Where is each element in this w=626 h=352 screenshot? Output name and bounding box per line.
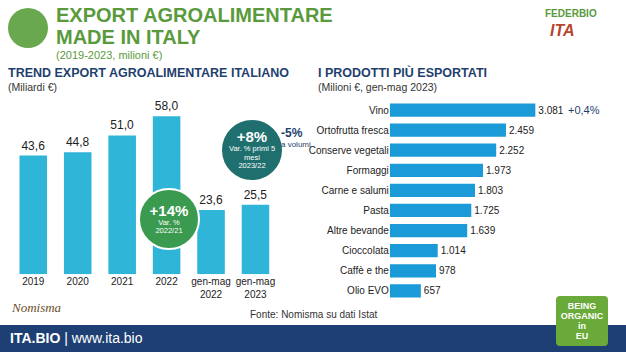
- svg-text:3.081: 3.081: [538, 105, 563, 116]
- svg-text:Pasta: Pasta: [363, 205, 389, 216]
- svg-text:2.252: 2.252: [499, 145, 524, 156]
- svg-text:23,6: 23,6: [199, 193, 223, 207]
- svg-text:Vino: Vino: [369, 105, 389, 116]
- svg-text:2021: 2021: [111, 276, 134, 287]
- html-text:in: in: [578, 321, 586, 331]
- svg-text:gen-mag2022: gen-mag2022: [191, 276, 230, 300]
- html-text:Fonte: Nomisma su dati Istat: Fonte: Nomisma su dati Istat: [250, 309, 378, 320]
- svg-text:+0,4%: +0,4%: [568, 104, 600, 116]
- html-text:2023/22: 2023/22: [238, 161, 266, 171]
- html-text:2022/21: 2022/21: [155, 226, 183, 235]
- html-text:MADE IN ITALY: MADE IN ITALY: [56, 26, 201, 48]
- svg-text:1.639: 1.639: [470, 225, 495, 236]
- svg-text:978: 978: [439, 265, 456, 276]
- html-text:a volumi: a volumi: [281, 140, 311, 149]
- svg-text:51,0: 51,0: [110, 118, 134, 132]
- html-text:-5%: -5%: [281, 126, 303, 140]
- svg-text:gen-mag2023: gen-mag2023: [236, 276, 275, 300]
- html-text:+14%: +14%: [149, 201, 189, 219]
- svg-text:Cioccolata: Cioccolata: [342, 245, 389, 256]
- svg-text:Conserve vegetali: Conserve vegetali: [309, 145, 389, 156]
- svg-text:Carne e salumi: Carne e salumi: [322, 185, 389, 196]
- svg-text:1.725: 1.725: [474, 205, 499, 216]
- html-text:TREND EXPORT AGROALIMENTARE IT: TREND EXPORT AGROALIMENTARE ITALIANO: [8, 66, 289, 80]
- html-text:(Miliardi €): (Miliardi €): [8, 81, 57, 93]
- svg-text:44,8: 44,8: [66, 135, 90, 149]
- svg-text:43,6: 43,6: [21, 139, 45, 153]
- svg-text:Olio EVO: Olio EVO: [347, 285, 389, 296]
- html-text:ORGANIC: ORGANIC: [560, 311, 604, 321]
- html-text:I PRODOTTI PIÙ ESPORTATI: I PRODOTTI PIÙ ESPORTATI: [318, 66, 487, 80]
- svg-text:Formaggi: Formaggi: [347, 165, 389, 176]
- svg-text:1.014: 1.014: [441, 245, 466, 256]
- html-text:EXPORT AGROALIMENTARE: EXPORT AGROALIMENTARE: [56, 4, 333, 26]
- svg-text:2022: 2022: [155, 276, 178, 287]
- svg-text:58,0: 58,0: [155, 99, 179, 113]
- svg-text:25,5: 25,5: [244, 188, 268, 202]
- svg-text:657: 657: [424, 285, 441, 296]
- svg-text:Caffè e the: Caffè e the: [340, 265, 389, 276]
- svg-text:1.973: 1.973: [486, 165, 511, 176]
- svg-text:Altre bevande: Altre bevande: [327, 225, 389, 236]
- html-text:FEDERBIO: FEDERBIO: [545, 8, 597, 19]
- html-text:(Milioni €, gen-mag 2023): (Milioni €, gen-mag 2023): [318, 81, 438, 93]
- svg-text:2.459: 2.459: [509, 125, 534, 136]
- html-text:ITA.BIO | www.ita.bio: ITA.BIO | www.ita.bio: [10, 330, 143, 346]
- svg-text:2020: 2020: [67, 276, 90, 287]
- svg-text:1.803: 1.803: [478, 185, 503, 196]
- html-text:Nomisma: Nomisma: [12, 300, 62, 315]
- html-text:mesi: mesi: [244, 152, 260, 162]
- html-text:Var. % primi 5: Var. % primi 5: [228, 144, 276, 154]
- html-text:+8%: +8%: [236, 128, 268, 146]
- html-text:BEING: BEING: [567, 301, 597, 311]
- html-text:(2019-2023, milioni €): (2019-2023, milioni €): [56, 49, 163, 61]
- html-text:ITA: ITA: [550, 22, 575, 39]
- html-text:EU: EU: [575, 331, 589, 341]
- svg-text:Ortofrutta fresca: Ortofrutta fresca: [317, 125, 390, 136]
- html-text:Var. %: Var. %: [158, 217, 180, 227]
- svg-text:2019: 2019: [22, 276, 45, 287]
